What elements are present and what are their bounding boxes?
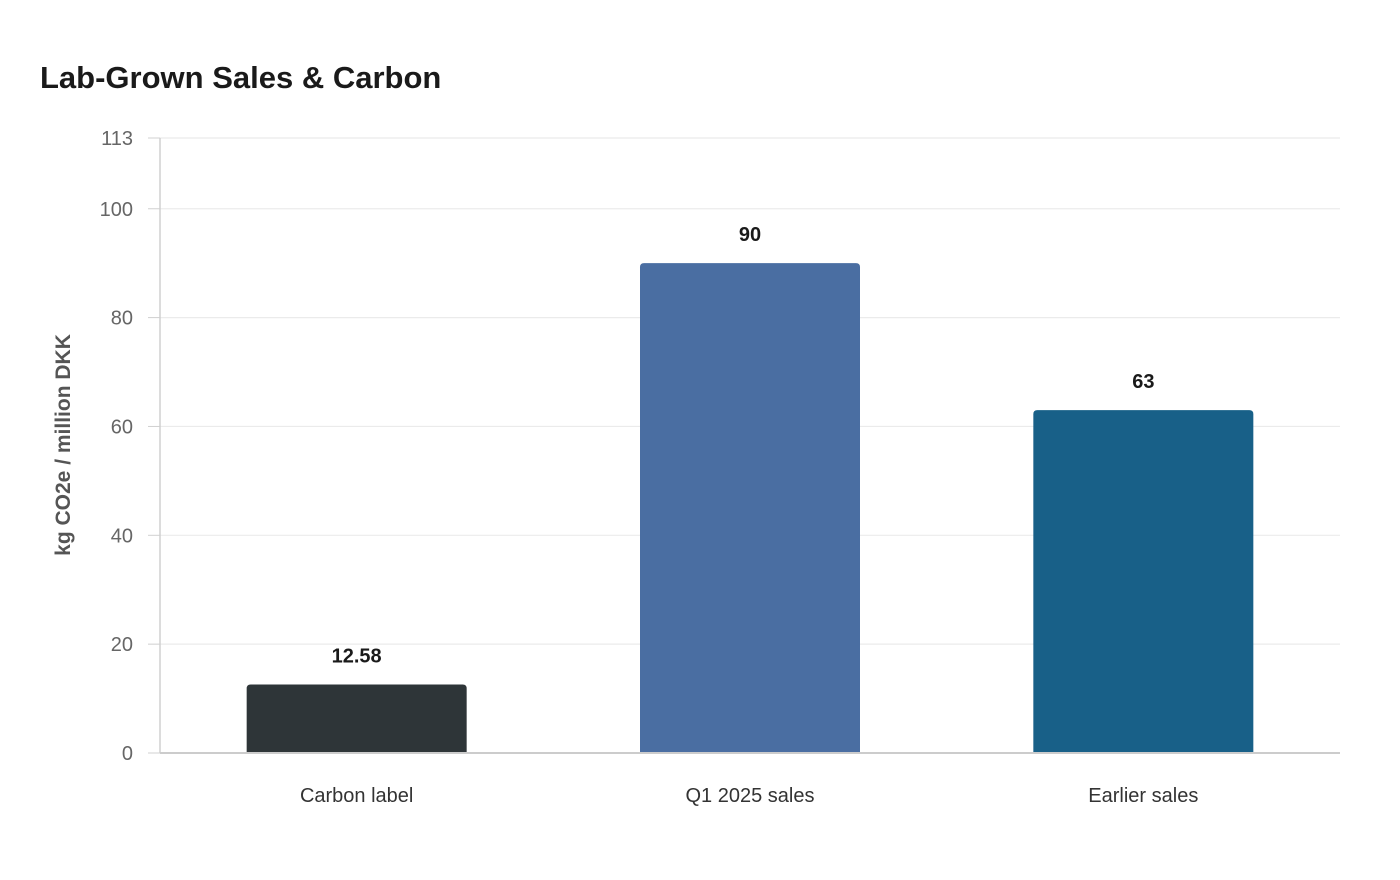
- y-axis-label: kg CO2e / million DKK: [52, 334, 75, 556]
- bar: [1033, 410, 1254, 753]
- chart-title: Lab-Grown Sales & Carbon: [40, 60, 442, 95]
- bar: [640, 263, 860, 753]
- y-tick-label: 20: [111, 634, 133, 656]
- x-tick-label: Q1 2025 sales: [686, 785, 815, 807]
- bars-layer: [246, 263, 1254, 753]
- bar-value-label: 12.58: [332, 646, 382, 668]
- bar-value-label: 90: [739, 224, 761, 246]
- y-tick-label: 0: [122, 743, 133, 765]
- y-tick-label: 113: [101, 128, 133, 150]
- y-tick-label: 80: [111, 308, 133, 330]
- bar: [246, 684, 467, 753]
- y-tick-label: 60: [111, 416, 133, 438]
- labels-layer: 0 20 40 60 80 100 113 12.58 Carbon label 90 Q1 202…: [100, 128, 1199, 807]
- y-tick-label: 100: [100, 199, 133, 221]
- x-tick-label: Carbon label: [300, 785, 413, 807]
- x-tick-label: Earlier sales: [1088, 785, 1198, 807]
- bar-value-label: 63: [1132, 371, 1154, 393]
- y-tick-label: 40: [111, 525, 133, 547]
